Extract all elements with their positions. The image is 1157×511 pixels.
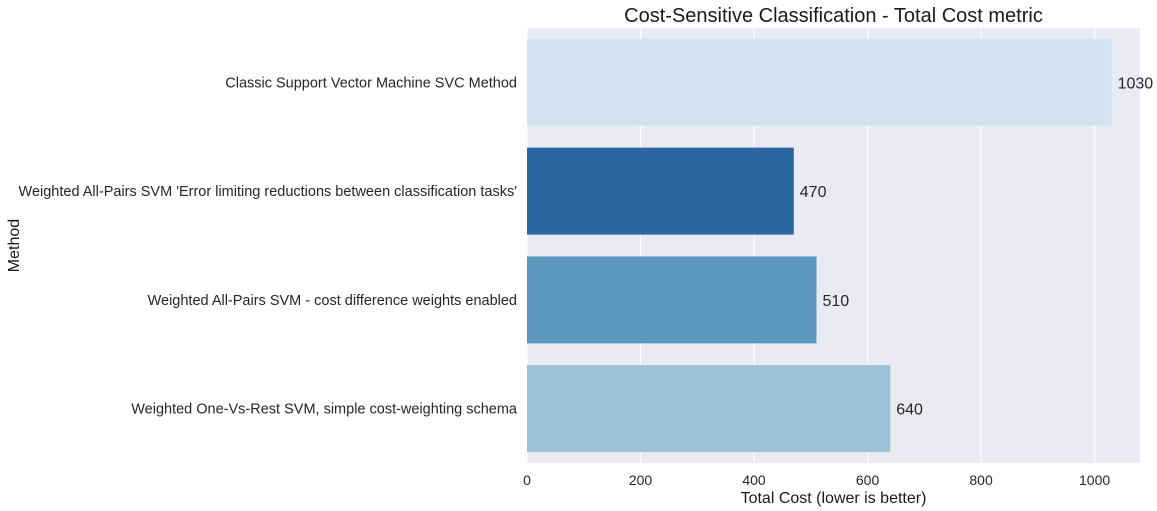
category-label: Classic Support Vector Machine SVC Metho… — [225, 75, 517, 91]
data-labels: 1030 470 510 640 — [800, 75, 1154, 418]
category-labels: Classic Support Vector Machine SVC Metho… — [19, 75, 518, 417]
y-axis-label: Method — [6, 219, 23, 272]
category-label: Weighted All-Pairs SVM 'Error limiting r… — [19, 184, 518, 200]
x-axis-label: Total Cost (lower is better) — [741, 490, 927, 507]
x-tick-label: 1000 — [1079, 472, 1110, 488]
data-label: 1030 — [1118, 75, 1154, 92]
bars — [527, 38, 1112, 453]
bar — [527, 38, 1112, 126]
x-tick-label: 400 — [742, 472, 766, 488]
x-tick-label: 0 — [523, 472, 531, 488]
x-tick-label: 800 — [969, 472, 993, 488]
bar — [527, 365, 891, 453]
x-tick-label: 200 — [629, 472, 653, 488]
bar — [527, 256, 817, 344]
data-label: 470 — [800, 184, 827, 201]
chart-title: Cost-Sensitive Classification - Total Co… — [624, 5, 1043, 27]
x-tick-label: 600 — [856, 472, 880, 488]
category-label: Weighted One-Vs-Rest SVM, simple cost-we… — [131, 402, 518, 418]
category-label: Weighted All-Pairs SVM - cost difference… — [148, 293, 517, 309]
data-label: 510 — [822, 293, 849, 310]
data-label: 640 — [896, 402, 923, 419]
bar — [527, 147, 794, 235]
x-tick-labels: 0 200 400 600 800 1000 — [523, 472, 1110, 488]
